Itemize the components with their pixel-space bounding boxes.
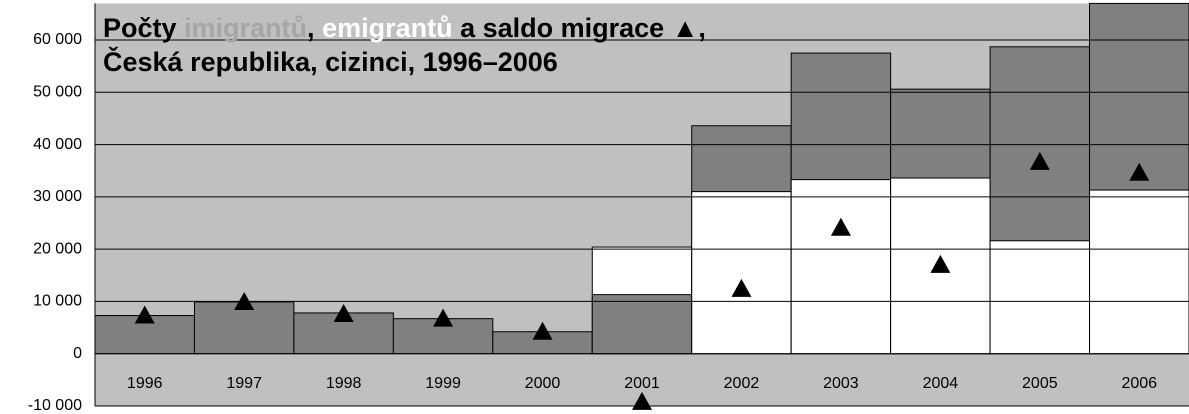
chart-subtitle: Česká republika, cizinci, 1996–2006 [103,46,558,77]
x-tick-label: 2005 [1022,375,1058,392]
title-run: , [307,13,322,43]
net-marker [632,391,652,410]
y-tick-label: 10 000 [33,293,82,310]
y-tick-label: 20 000 [33,240,82,257]
y-tick-label: 40 000 [33,136,82,153]
net-marker [532,321,553,340]
x-tick-label: 2002 [724,375,760,392]
x-tick-label: 2001 [624,375,660,392]
title-run: emigrantů [322,13,453,43]
x-tick-label: 1998 [326,375,362,392]
x-tick-label: 2000 [525,375,561,392]
net-marker [1129,162,1150,181]
title-run: imigrantů [184,13,307,43]
bar [989,240,1091,355]
title-run: a saldo migrace ▲, [453,13,706,43]
chart-title: Počty imigrantů, emigrantů a saldo migra… [103,13,706,43]
net-marker [134,305,155,324]
y-tick-label: 0 [73,345,82,362]
net-marker [333,303,354,322]
net-marker [731,278,752,297]
net-marker [930,254,951,273]
net-marker [1029,151,1050,170]
bar [1089,189,1189,355]
x-tick-label: 2006 [1121,375,1157,392]
y-tick-label: 30 000 [33,188,82,205]
x-tick-label: 1999 [425,375,461,392]
x-tick-label: 1996 [127,375,163,392]
bar [790,179,892,355]
y-tick-label: 60 000 [33,31,82,48]
net-marker [433,308,454,327]
x-tick-label: 2003 [823,375,859,392]
x-tick-label: 1997 [226,375,262,392]
net-marker [830,217,851,236]
bar [691,191,792,355]
y-tick-label: 50 000 [33,84,82,101]
y-tick-label: -10 000 [28,397,82,414]
x-tick-label: 2004 [923,375,959,392]
net-marker [234,291,255,310]
bar [591,294,693,355]
title-run: Počty [103,13,184,43]
